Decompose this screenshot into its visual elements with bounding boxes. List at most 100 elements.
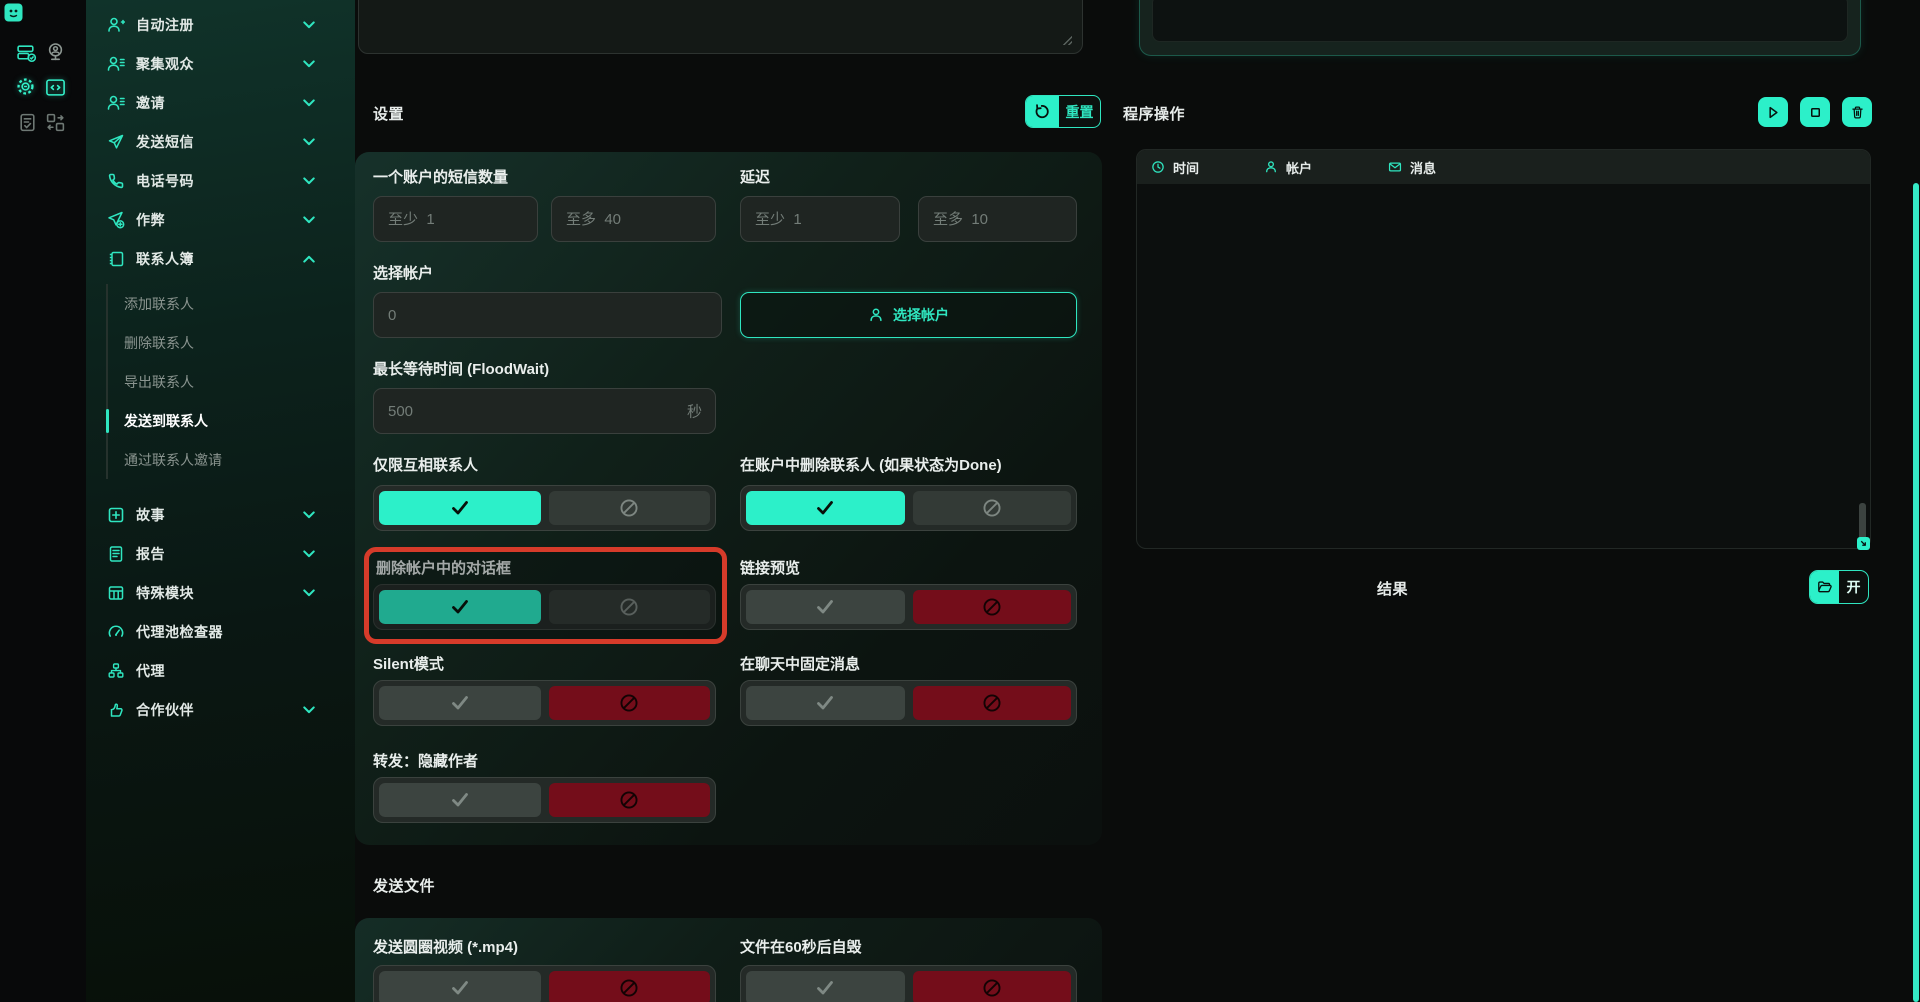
chevron-down-icon — [303, 60, 315, 68]
toggle-yes-button[interactable] — [746, 686, 905, 720]
sidebar-item-invite[interactable]: 邀请 — [86, 83, 355, 122]
mail-icon — [1388, 160, 1402, 174]
settings-panel: 一个账户的短信数量 延迟 选择帐户 选择帐户 最长等待时间 (FloodWait… — [355, 152, 1102, 845]
server-check-icon[interactable] — [16, 43, 37, 64]
top-right-textarea[interactable] — [1152, 0, 1848, 42]
resize-grip-icon[interactable] — [1061, 34, 1072, 45]
sidebar-subitem-send-to-contacts[interactable]: 发送到联系人 — [106, 401, 355, 440]
sidebar-item-proxy-checker[interactable]: 代理池检查器 — [86, 612, 355, 651]
sms-max-input[interactable] — [551, 196, 716, 242]
chevron-down-icon — [303, 99, 315, 107]
top-right-panel — [1139, 0, 1861, 56]
toggle-yes-button[interactable] — [379, 590, 541, 624]
chevron-down-icon — [303, 216, 315, 224]
reset-button[interactable]: 重置 — [1025, 95, 1101, 128]
sidebar-subitem-delete-contacts[interactable]: 删除联系人 — [124, 334, 194, 351]
send-files-title: 发送文件 — [373, 878, 436, 895]
sidebar-item-contact-book[interactable]: 联系人簿 — [86, 239, 355, 278]
floodwait-input[interactable] — [373, 388, 716, 434]
floodwait-label: 最长等待时间 (FloodWait) — [373, 361, 550, 378]
play-icon — [1766, 105, 1781, 120]
sidebar-subitem-add-contacts[interactable]: 添加联系人 — [124, 295, 194, 312]
sidebar-item-partners[interactable]: 合作伙伴 — [86, 690, 355, 729]
pin-message-toggle — [740, 680, 1077, 726]
prohibit-icon — [982, 693, 1002, 713]
sidebar-item-cheat[interactable]: 作弊 — [86, 200, 355, 239]
sidebar-item-reports[interactable]: 报告 — [86, 534, 355, 573]
check-icon — [815, 598, 835, 616]
sms-min-input[interactable] — [373, 196, 538, 242]
settings-title: 设置 — [373, 106, 405, 123]
trash-icon — [1850, 105, 1865, 120]
toggle-no-button[interactable] — [912, 491, 1071, 525]
open-result-button[interactable]: 开 — [1809, 570, 1869, 604]
toggle-no-button[interactable] — [912, 590, 1071, 624]
code-window-icon[interactable] — [45, 77, 66, 98]
person-lines-icon — [107, 94, 125, 112]
contact-book-submenu: 添加联系人 删除联系人 导出联系人 发送到联系人 通过联系人邀请 — [106, 284, 355, 479]
person-icon — [1264, 160, 1278, 174]
message-textarea[interactable] — [358, 0, 1083, 54]
stop-button[interactable] — [1800, 97, 1830, 127]
toggle-no-button[interactable] — [548, 686, 710, 720]
delay-max-input[interactable] — [918, 196, 1077, 242]
toggle-yes-button[interactable] — [746, 491, 905, 525]
mutual-contacts-toggle — [373, 485, 716, 531]
check-icon — [815, 694, 835, 712]
toggle-no-button[interactable] — [548, 590, 710, 624]
prohibit-icon — [982, 597, 1002, 617]
sidebar-item-auto-register[interactable]: 自动注册 — [86, 5, 355, 44]
program-log-table: 时间 帐户 消息 — [1136, 149, 1871, 549]
app-logo-icon[interactable] — [4, 3, 23, 22]
chevron-down-icon — [303, 706, 315, 714]
sidebar-item-send-sms[interactable]: 发送短信 — [86, 122, 355, 161]
gear-code-icon[interactable] — [15, 76, 36, 97]
toggle-yes-button[interactable] — [379, 971, 541, 1002]
window-scrollbar-thumb[interactable] — [1913, 183, 1919, 1002]
choose-accounts-label: 选择帐户 — [893, 307, 949, 323]
delay-min-input[interactable] — [740, 196, 900, 242]
transfer-icon[interactable] — [45, 112, 66, 133]
sidebar-subitem-export-contacts[interactable]: 导出联系人 — [124, 373, 194, 390]
toggle-no-button[interactable] — [548, 491, 710, 525]
silent-mode-label: Silent模式 — [373, 656, 444, 673]
toggle-yes-button[interactable] — [746, 971, 905, 1002]
sidebar-item-proxy[interactable]: 代理 — [86, 651, 355, 690]
sidebar-item-special-modules[interactable]: 特殊模块 — [86, 573, 355, 612]
send-files-panel: 发送圆圈视频 (*.mp4) 文件在60秒后自毁 — [355, 918, 1102, 1002]
clock-icon — [1151, 160, 1165, 174]
prohibit-icon — [619, 978, 639, 998]
icon-rail — [0, 0, 86, 1002]
person-video-icon[interactable] — [45, 42, 66, 63]
sidebar-item-stories[interactable]: 故事 — [86, 495, 355, 534]
plus-square-icon — [107, 506, 125, 524]
choose-accounts-button[interactable]: 选择帐户 — [740, 292, 1077, 338]
sidebar-item-gather-audience[interactable]: 聚集观众 — [86, 44, 355, 83]
prohibit-icon — [619, 498, 639, 518]
link-preview-toggle — [740, 584, 1077, 630]
toggle-yes-button[interactable] — [379, 783, 541, 817]
delete-log-button[interactable] — [1842, 97, 1872, 127]
self-destruct-label: 文件在60秒后自毁 — [740, 939, 862, 956]
table-scrollbar-thumb[interactable] — [1859, 503, 1866, 541]
mutual-contacts-label: 仅限互相联系人 — [373, 457, 479, 474]
person-lines-icon — [107, 55, 125, 73]
chevron-down-icon — [303, 21, 315, 29]
check-icon — [815, 499, 835, 517]
toggle-yes-button[interactable] — [379, 491, 541, 525]
toggle-yes-button[interactable] — [379, 686, 541, 720]
toggle-no-button[interactable] — [548, 783, 710, 817]
accounts-count-input[interactable] — [373, 292, 722, 338]
document-check-icon[interactable] — [17, 112, 38, 133]
sidebar-subitem-invite-via-contacts[interactable]: 通过联系人邀请 — [124, 451, 222, 468]
toggle-no-button[interactable] — [912, 686, 1071, 720]
sidebar-item-phone-numbers[interactable]: 电话号码 — [86, 161, 355, 200]
toggle-yes-button[interactable] — [746, 590, 905, 624]
scroll-corner-button[interactable] — [1857, 537, 1870, 550]
toggle-no-button[interactable] — [548, 971, 710, 1002]
folder-open-icon — [1810, 571, 1839, 603]
toggle-no-button[interactable] — [912, 971, 1071, 1002]
play-button[interactable] — [1758, 97, 1788, 127]
check-icon — [450, 979, 470, 997]
person-plus-icon — [107, 16, 125, 34]
